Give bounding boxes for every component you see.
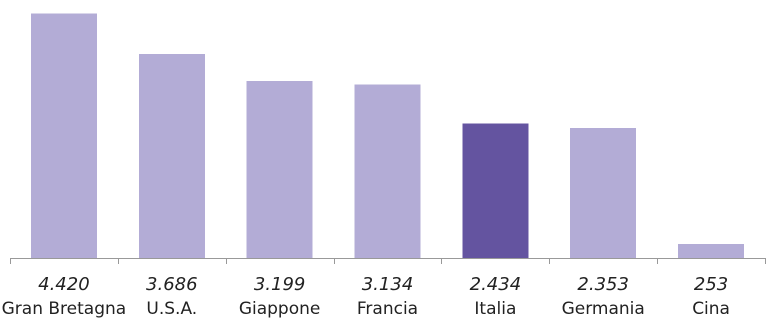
bar-gran-bretagna [30,13,97,258]
category-label: U.S.A. [146,299,197,319]
category-label: Cina [692,299,730,319]
category-label: Francia [357,299,418,319]
bar-cina [678,244,745,258]
bar-italia [462,123,529,259]
category-label: Gran Bretagna [2,299,127,319]
x-axis-ticks [10,258,766,264]
value-label: 2.434 [470,274,522,295]
category-label: Giappone [239,299,321,319]
value-label: 3.134 [362,274,414,295]
value-label: 2.353 [577,274,629,295]
bar-u-s-a [138,54,205,258]
bars-group [30,13,745,259]
value-label: 3.199 [254,274,306,295]
category-label: Italia [474,299,516,319]
category-label: Germania [562,299,645,319]
bar-giappone [246,81,313,258]
bar-germania [570,127,637,258]
value-label: 4.420 [38,274,90,295]
value-label: 253 [694,274,728,295]
bar-francia [354,84,421,258]
labels-group: 4.420 Gran Bretagna 3.686 U.S.A. 3.199 Giappo… [2,274,730,319]
value-label: 3.686 [146,274,198,295]
